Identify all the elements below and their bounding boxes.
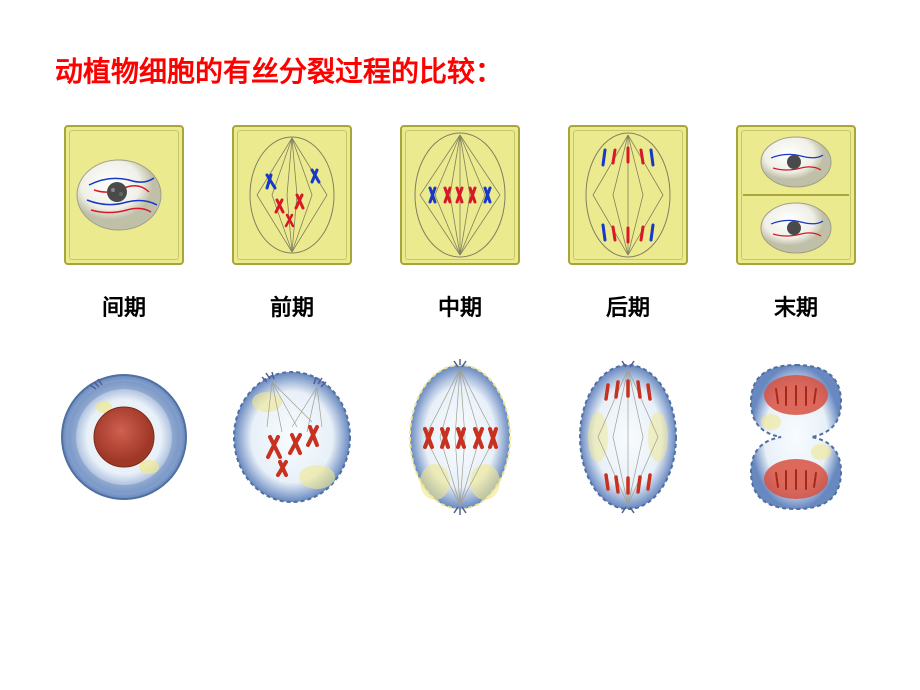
plant-anaphase: [563, 120, 693, 270]
animal-prophase: [222, 357, 362, 517]
animal-cells-row: [40, 357, 880, 517]
plant-prophase: [227, 120, 357, 270]
label-metaphase: 中期: [395, 290, 525, 322]
label-telophase: 末期: [731, 290, 861, 322]
phase-labels: 间期 前期 中期 后期 末期: [40, 290, 880, 322]
plant-interphase: [59, 120, 189, 270]
animal-anaphase: [558, 357, 698, 517]
animal-metaphase: [390, 357, 530, 517]
label-anaphase: 后期: [563, 290, 693, 322]
label-interphase: 间期: [59, 290, 189, 322]
label-prophase: 前期: [227, 290, 357, 322]
plant-cells-row: [40, 120, 880, 270]
page-title: 动植物细胞的有丝分裂过程的比较：: [55, 50, 880, 90]
plant-metaphase: [395, 120, 525, 270]
animal-interphase: [54, 357, 194, 517]
animal-telophase: [726, 357, 866, 517]
plant-telophase: [731, 120, 861, 270]
